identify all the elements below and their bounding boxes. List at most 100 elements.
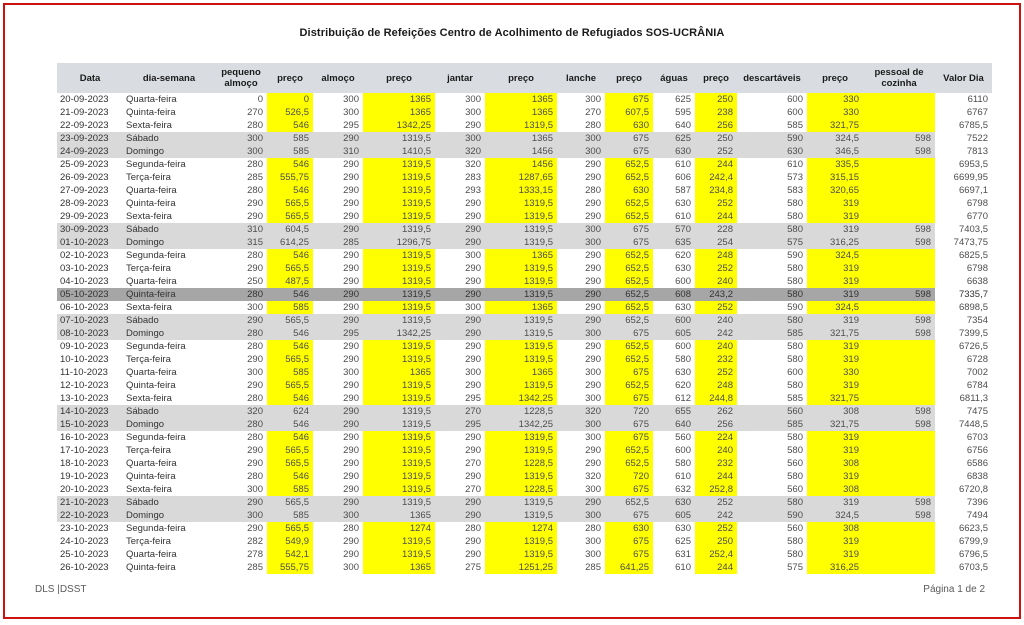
cell-snack-qty: 290 xyxy=(585,380,601,391)
cell-water-qty: 600 xyxy=(675,276,691,287)
cell-disposables-qty: 580 xyxy=(787,198,803,209)
cell-dinner-qty: 290 xyxy=(435,327,485,340)
cell-date: 21-10-2023 xyxy=(57,496,123,509)
cell-dinner-qty: 293 xyxy=(465,185,481,196)
cell-kitchen-staff xyxy=(863,106,935,119)
cell-water-qty: 608 xyxy=(653,288,695,301)
table-row: 23-09-2023 Sábado 300 585 290 1319,5 300 1365 30… xyxy=(57,132,992,145)
cell-lunch-qty: 290 xyxy=(343,263,359,274)
cell-lunch-price: 1365 xyxy=(363,93,435,106)
cell-kitchen-staff: 598 xyxy=(863,236,935,249)
cell-disposables-qty: 580 xyxy=(787,432,803,443)
cell-disposables-price: 320,65 xyxy=(807,184,863,197)
cell-day-total: 7522 xyxy=(935,132,992,145)
cell-disposables-price: 324,5 xyxy=(807,509,863,522)
cell-snack-price: 675 xyxy=(605,392,653,405)
cell-disposables-price: 335,5 xyxy=(807,158,863,171)
cell-water-price: 240 xyxy=(695,314,737,327)
cell-disposables-price: 316,25 xyxy=(807,561,863,574)
cell-lunch-qty: 290 xyxy=(343,432,359,443)
cell-lunch-price: 1319,5 xyxy=(363,158,435,171)
cell-dinner-price: 1456 xyxy=(485,145,557,158)
col-header-valor-dia: Valor Dia xyxy=(935,63,992,93)
cell-disposables-qty: 580 xyxy=(787,549,803,560)
table-row: 11-10-2023 Quarta-feira 300 585 300 1365 300 13… xyxy=(57,366,992,379)
cell-snack-price: 652,5 xyxy=(605,301,653,314)
cell-breakfast-qty: 280 xyxy=(215,418,267,431)
cell-breakfast-price: 487,5 xyxy=(267,275,313,288)
cell-day: Terça-feira xyxy=(126,536,171,547)
cell-breakfast-qty: 280 xyxy=(247,432,263,443)
page-title: Distribuição de Refeições Centro de Acol… xyxy=(299,27,725,39)
col-header-preco-descartaveis: preço xyxy=(807,63,863,93)
cell-disposables-qty: 580 xyxy=(787,445,803,456)
cell-snack-price: 675 xyxy=(605,93,653,106)
cell-water-qty: 580 xyxy=(675,354,691,365)
cell-kitchen-staff xyxy=(863,171,935,184)
report-page: Distribuição de Refeições Centro de Acol… xyxy=(3,3,1021,619)
cell-water-qty: 595 xyxy=(675,107,691,118)
cell-dinner-price: 1274 xyxy=(485,522,557,535)
cell-breakfast-qty: 300 xyxy=(215,145,267,158)
table-row: 29-09-2023 Sexta-feira 290 565,5 290 1319,5 29… xyxy=(57,210,992,223)
cell-lunch-qty: 290 xyxy=(343,198,359,209)
cell-dinner-qty: 290 xyxy=(465,445,481,456)
cell-breakfast-qty: 280 xyxy=(247,341,263,352)
cell-dinner-qty: 290 xyxy=(465,380,481,391)
cell-dinner-qty: 290 xyxy=(435,509,485,522)
cell-dinner-qty: 290 xyxy=(465,198,481,209)
cell-snack-qty: 290 xyxy=(585,354,601,365)
cell-kitchen-staff xyxy=(863,210,935,223)
cell-date: 02-10-2023 xyxy=(60,250,109,261)
cell-dinner-qty: 290 xyxy=(465,471,481,482)
cell-kitchen-staff xyxy=(863,392,935,405)
cell-snack-price: 652,5 xyxy=(605,249,653,262)
cell-breakfast-qty: 270 xyxy=(247,107,263,118)
cell-disposables-qty: 600 xyxy=(787,107,803,118)
cell-water-qty: 605 xyxy=(653,327,695,340)
cell-disposables-price: 319 xyxy=(807,288,863,301)
cell-dinner-qty: 300 xyxy=(465,107,481,118)
table-row: 05-10-2023 Quinta-feira 280 546 290 1319,5 290… xyxy=(57,288,992,301)
cell-day-total: 6798 xyxy=(966,263,988,274)
cell-day: Domingo xyxy=(123,327,215,340)
cell-snack-price: 630 xyxy=(605,522,653,535)
meals-table: Data dia-semana pequeno almoço preço alm… xyxy=(57,63,992,574)
cell-disposables-qty: 560 xyxy=(787,458,803,469)
cell-water-price: 240 xyxy=(695,444,737,457)
cell-snack-price: 652,5 xyxy=(605,496,653,509)
cell-date: 11-10-2023 xyxy=(60,367,108,378)
cell-dinner-qty: 320 xyxy=(435,145,485,158)
table-row: 13-10-2023 Sexta-feira 280 546 290 1319,5 295 1… xyxy=(57,392,992,405)
cell-lunch-price: 1319,5 xyxy=(363,210,435,223)
cell-dinner-qty: 290 xyxy=(465,432,481,443)
cell-date: 20-10-2023 xyxy=(60,484,109,495)
cell-lunch-price: 1365 xyxy=(363,106,435,119)
col-header-pequeno-almoco: pequeno almoço xyxy=(215,63,267,93)
cell-snack-price: 675 xyxy=(605,548,653,561)
table-row: 22-10-2023 Domingo 300 585 300 1365 290 1319,5 3… xyxy=(57,509,992,522)
cell-lunch-price: 1319,5 xyxy=(363,483,435,496)
cell-lunch-qty: 290 xyxy=(343,250,359,261)
cell-water-price: 254 xyxy=(695,236,737,249)
cell-breakfast-qty: 280 xyxy=(215,288,267,301)
cell-day-total: 7002 xyxy=(966,367,988,378)
cell-disposables-price: 319 xyxy=(807,275,863,288)
cell-kitchen-staff: 598 xyxy=(863,496,935,509)
cell-kitchen-staff xyxy=(863,197,935,210)
cell-lunch-qty: 290 xyxy=(313,223,363,236)
table-row: 15-10-2023 Domingo 280 546 290 1319,5 295 1342,… xyxy=(57,418,992,431)
cell-day-total: 6699,95 xyxy=(953,172,988,183)
cell-day-total: 6796,5 xyxy=(958,549,988,560)
cell-water-price: 252,4 xyxy=(695,548,737,561)
cell-snack-qty: 290 xyxy=(585,302,601,313)
cell-snack-price: 720 xyxy=(605,405,653,418)
cell-breakfast-price: 526,5 xyxy=(267,106,313,119)
cell-date: 18-10-2023 xyxy=(60,458,109,469)
cell-disposables-price: 330 xyxy=(807,106,863,119)
cell-date: 27-09-2023 xyxy=(60,185,109,196)
cell-day-total: 7399,5 xyxy=(935,327,992,340)
cell-day-total: 7403,5 xyxy=(935,223,992,236)
table-row: 27-09-2023 Quarta-feira 280 546 290 1319,5 293… xyxy=(57,184,992,197)
cell-dinner-price: 1319,5 xyxy=(485,353,557,366)
